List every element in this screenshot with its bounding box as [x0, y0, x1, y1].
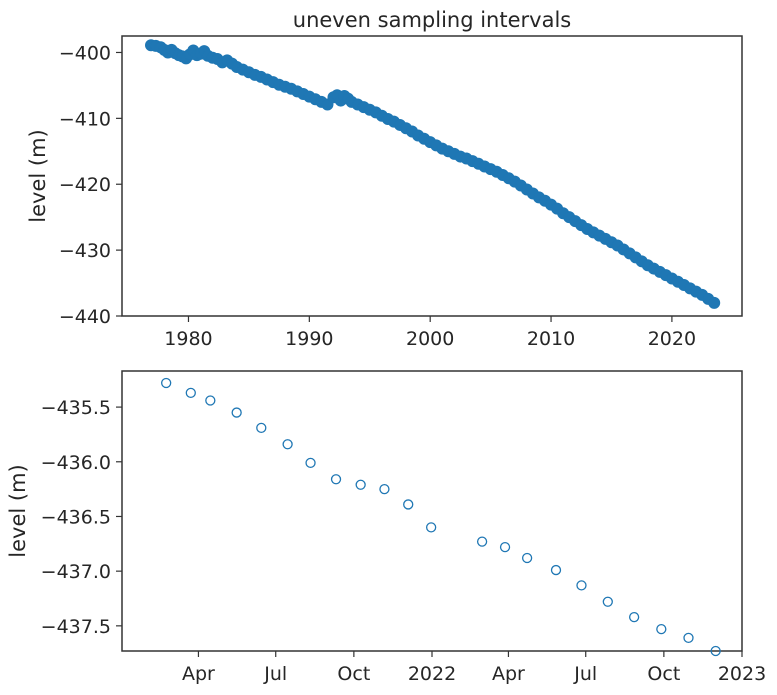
top-chart-title: uneven sampling intervals	[293, 8, 571, 32]
top-y-tick-label: −430	[59, 240, 111, 262]
bottom-data-point	[403, 499, 414, 510]
bottom-x-tick-label: Oct	[337, 663, 370, 685]
top-y-tick-label: −410	[59, 108, 111, 130]
bottom-data-point	[379, 483, 390, 495]
bottom-data-point	[499, 541, 511, 553]
bottom-data-point	[185, 387, 196, 399]
bottom-data-point	[521, 552, 533, 564]
bottom-data-point	[576, 580, 587, 591]
bottom-y-tick-label: −437.0	[41, 561, 111, 583]
bottom-data-point	[205, 395, 216, 406]
top-y-axis-label: level (m)	[26, 129, 50, 222]
bottom-data-point	[628, 611, 640, 623]
bottom-data-point	[602, 596, 613, 607]
top-y-tick-label: −440	[59, 306, 111, 328]
bottom-x-ticks: Apr Jul Oct 2022 Apr Jul Oct 2023	[182, 651, 766, 685]
bottom-data-point	[355, 479, 366, 490]
bottom-data-point	[256, 422, 267, 434]
bottom-data-point	[161, 377, 172, 389]
bottom-data-point	[476, 536, 488, 547]
bottom-y-tick-label: −436.0	[41, 452, 111, 474]
top-x-ticks: 1980 1990 2000 2010 2020	[164, 316, 696, 350]
bottom-panel: level (m) Apr Jul Oct 2022 Apr Jul Oct 2023 −43…	[6, 370, 766, 685]
top-panel: uneven sampling intervals level (m) 1980…	[26, 8, 743, 350]
bottom-x-tick-label: Apr	[182, 663, 215, 685]
bottom-plot-frame	[121, 370, 743, 652]
top-data-point	[708, 296, 721, 309]
bottom-data-point	[231, 407, 242, 418]
bottom-data-point	[426, 522, 437, 533]
top-plot-frame	[121, 35, 743, 317]
top-x-tick-label: 1990	[285, 328, 333, 350]
bottom-x-tick-label: 2022	[408, 663, 456, 685]
bottom-x-tick-label: Jul	[263, 663, 287, 685]
top-y-ticks: −440 −430 −420 −410 −400	[59, 42, 122, 328]
top-x-tick-label: 1980	[164, 328, 212, 350]
top-data-points	[145, 39, 721, 309]
bottom-data-point	[330, 474, 342, 485]
bottom-data-point	[550, 564, 562, 576]
bottom-y-ticks: −437.5 −437.0 −436.5 −436.0 −435.5	[41, 397, 122, 638]
top-y-tick-label: −400	[59, 42, 111, 64]
bottom-data-point	[683, 632, 694, 644]
bottom-y-axis-label: level (m)	[6, 464, 30, 557]
bottom-x-tick-label: 2023	[718, 663, 766, 685]
bottom-y-tick-label: −435.5	[41, 397, 111, 419]
bottom-data-points	[161, 377, 721, 657]
top-x-tick-label: 2010	[527, 328, 575, 350]
top-x-tick-label: 2000	[406, 328, 454, 350]
bottom-x-tick-label: Oct	[647, 663, 680, 685]
bottom-data-point	[282, 439, 293, 450]
bottom-x-tick-label: Jul	[573, 663, 597, 685]
bottom-data-point	[656, 623, 667, 635]
bottom-y-tick-label: −437.5	[41, 616, 111, 638]
bottom-data-point	[305, 457, 316, 469]
top-y-tick-label: −420	[59, 174, 111, 196]
bottom-data-point	[710, 645, 721, 657]
bottom-y-tick-label: −436.5	[41, 506, 111, 528]
top-x-tick-label: 2020	[648, 328, 696, 350]
bottom-x-tick-label: Apr	[492, 663, 525, 685]
